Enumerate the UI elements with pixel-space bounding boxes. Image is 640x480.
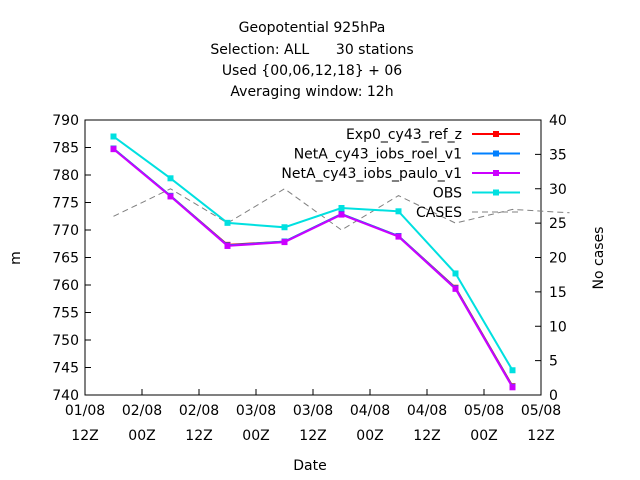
x-axis-title: Date [293,458,326,474]
y-tick-label: 765 [52,251,79,267]
x-tick-hour: 12Z [527,428,554,444]
y2-tick-label: 30 [549,182,567,198]
y2-tick-label: 20 [549,251,567,267]
legend-marker [493,150,499,157]
y-tick-label: 790 [52,113,79,129]
y-tick-label: 755 [52,306,79,322]
x-tick-date: 01/08 [65,403,105,419]
series-line [112,148,514,388]
series-point [452,270,459,277]
y-tick-label: 745 [52,361,79,377]
series-point [395,208,402,215]
cases-series [113,188,570,231]
x-tick-date: 05/08 [521,403,561,419]
series-0 [110,145,516,390]
x-tick-date: 03/08 [293,403,333,419]
legend-marker [493,131,499,137]
x-tick-hour: 00Z [470,428,497,444]
legend: Exp0_cy43_ref_z NetA_cy43_iobs_roel_v1 Net… [281,127,520,221]
series-line [112,147,514,387]
y2-tick-label: 0 [549,388,558,404]
y2-axis-title: No cases [591,227,607,290]
series-point [167,193,174,200]
series-point [338,211,345,218]
x-tick-hour: 00Z [128,428,155,444]
y-tick-label: 785 [52,141,79,157]
y2-axis: 0 5 10 15 20 25 30 35 40 [535,113,567,404]
series-line [112,147,514,388]
legend-marker [493,189,499,196]
x-tick-date: 02/08 [122,403,162,419]
x-tick-date: 02/08 [179,403,219,419]
y-tick-label: 750 [52,333,79,349]
y2-tick-label: 35 [549,147,567,163]
series-point [338,205,345,211]
x-tick-date: 03/08 [236,403,276,419]
x-axis: 01/08 12Z 02/08 00Z 02/08 12Z 03/08 00Z 03/08 12Z… [65,389,561,444]
series-point [110,133,117,140]
legend-marker [493,170,499,176]
chart-title: Geopotential 925hPa Selection: ALL 30 st… [210,20,413,100]
y2-tick-label: 10 [549,319,567,335]
x-tick-date: 05/08 [464,403,504,419]
x-tick-date: 04/08 [407,403,447,419]
series-point [509,367,516,374]
series-point [395,233,402,240]
y2-tick-label: 40 [549,113,567,129]
series-point [509,384,516,391]
x-tick-hour: 12Z [71,428,98,444]
series-2 [110,146,516,391]
title-line-4: Averaging window: 12h [230,84,393,100]
series-1 [110,145,516,390]
series-line [112,135,514,371]
legend-label: Exp0_cy43_ref_z [346,127,462,143]
x-tick-hour: 00Z [242,428,269,444]
legend-label: OBS [433,186,462,202]
title-line-1: Geopotential 925hPa [239,20,386,36]
series-point [452,285,459,292]
y-tick-label: 775 [52,196,79,212]
x-tick-hour: 12Z [185,428,212,444]
y-tick-label: 760 [52,278,79,294]
series-point [167,175,174,182]
series-point [110,146,117,153]
series-point [224,242,231,249]
series-layer [110,133,516,391]
series-point [224,219,231,226]
series-3 [110,133,516,374]
y-tick-label: 780 [52,168,79,184]
legend-label: NetA_cy43_iobs_paulo_v1 [281,166,462,182]
y-axis-title: m [8,251,24,265]
cases-line [113,188,570,231]
legend-label: CASES [416,205,462,221]
x-tick-hour: 00Z [356,428,383,444]
title-line-3: Used {00,06,12,18} + 06 [222,63,402,79]
x-tick-hour: 12Z [413,428,440,444]
title-line-2: Selection: ALL 30 stations [210,42,413,58]
series-point [281,224,288,231]
legend-label: NetA_cy43_iobs_roel_v1 [294,147,462,163]
y-axis: 740 745 750 755 760 765 770 775 780 785 790 [52,113,91,404]
y2-tick-label: 25 [549,216,567,232]
x-tick-date: 04/08 [350,403,390,419]
series-point [281,239,288,246]
y2-tick-label: 15 [549,285,567,301]
y2-tick-label: 5 [549,354,558,370]
y-tick-label: 770 [52,223,79,239]
x-tick-hour: 12Z [299,428,326,444]
y-tick-label: 740 [52,388,79,404]
